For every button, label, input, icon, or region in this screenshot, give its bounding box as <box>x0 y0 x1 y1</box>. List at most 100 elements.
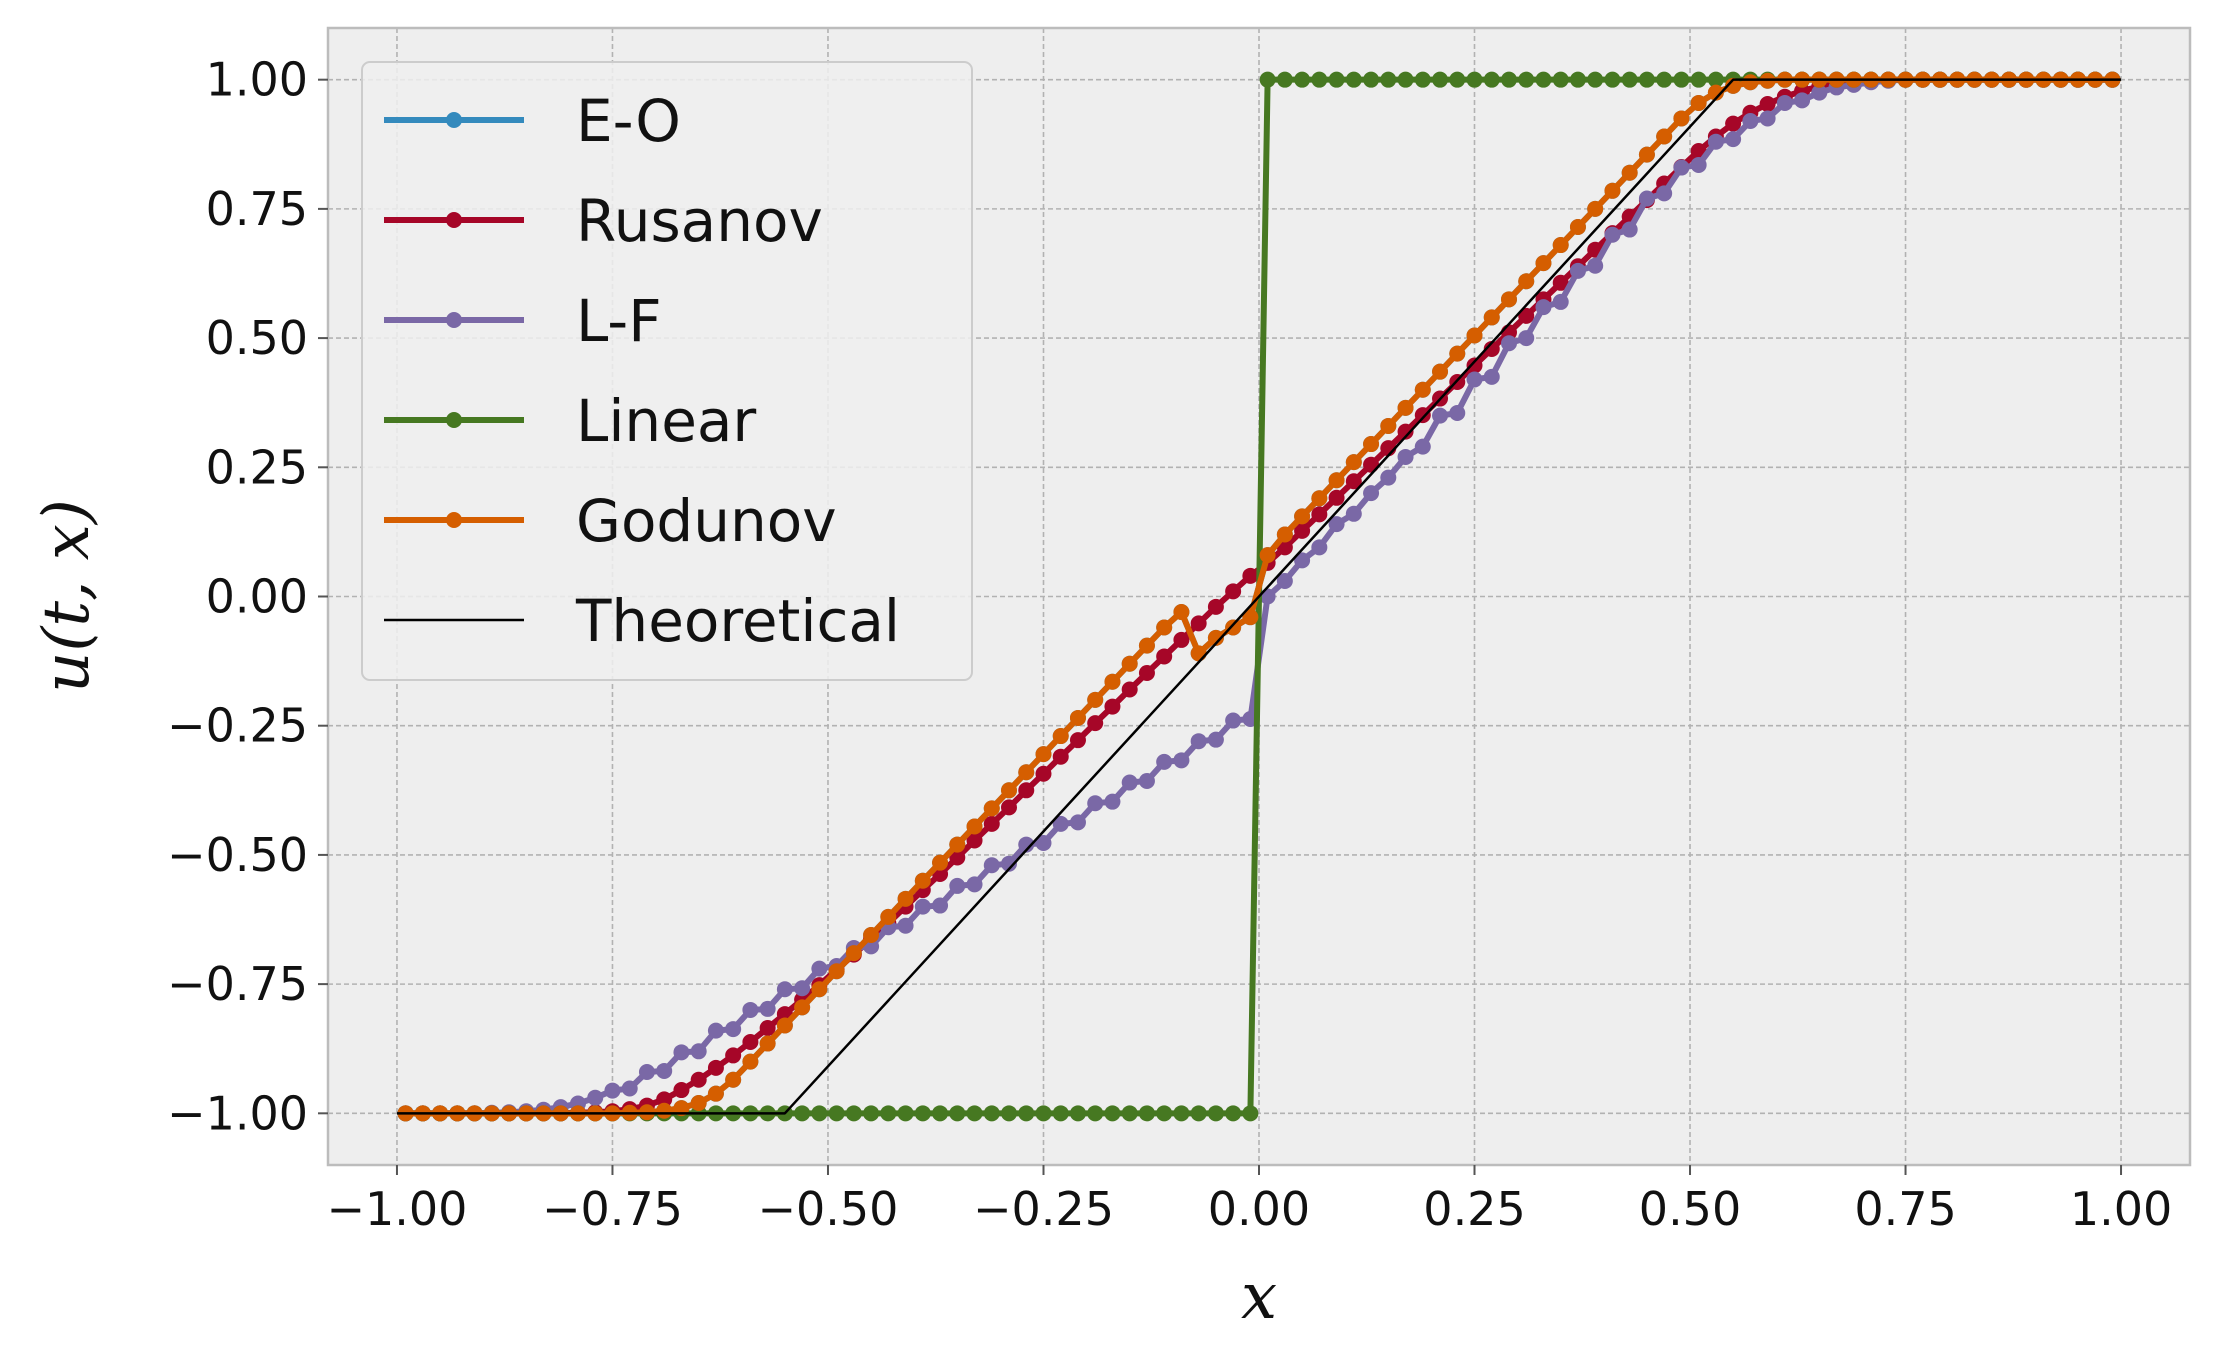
data-point-l-f <box>1156 753 1173 770</box>
data-point-godunov <box>776 1017 793 1034</box>
data-point-l-f <box>690 1043 707 1060</box>
data-point-l-f <box>966 876 983 893</box>
data-point-l-f <box>1001 855 1018 872</box>
data-point-l-f <box>707 1022 724 1039</box>
data-point-l-f <box>742 1001 759 1018</box>
data-point-linear <box>1242 1105 1259 1122</box>
data-point-godunov <box>1414 381 1431 398</box>
data-point-rusanov <box>1190 615 1207 632</box>
x-tick-label: −0.75 <box>542 1182 683 1236</box>
data-point-godunov <box>1380 417 1397 434</box>
data-point-l-f <box>1500 335 1517 352</box>
data-point-godunov <box>1725 77 1742 94</box>
data-point-linear <box>1018 1105 1035 1122</box>
data-point-linear <box>1656 71 1673 88</box>
data-point-godunov <box>1500 291 1517 308</box>
data-point-l-f <box>1225 712 1242 729</box>
data-point-linear <box>1173 1105 1190 1122</box>
data-point-godunov <box>897 890 914 907</box>
data-point-godunov <box>1190 645 1207 662</box>
data-point-godunov <box>1052 728 1069 745</box>
x-tick-label: 0.25 <box>1423 1182 1525 1236</box>
data-point-linear <box>1414 71 1431 88</box>
data-point-rusanov <box>1466 357 1483 374</box>
data-point-godunov <box>1449 345 1466 362</box>
legend-item-l-f: L-F <box>384 287 662 355</box>
x-tick-label: 1.00 <box>2070 1182 2172 1236</box>
data-point-rusanov <box>1207 598 1224 615</box>
legend-marker <box>446 212 462 228</box>
data-point-linear <box>1380 71 1397 88</box>
y-tick-label: 0.50 <box>206 311 308 365</box>
data-point-rusanov <box>656 1091 673 1108</box>
data-point-l-f <box>1518 330 1535 347</box>
data-point-godunov <box>1276 526 1293 543</box>
data-point-godunov <box>949 836 966 853</box>
data-point-linear <box>1311 71 1328 88</box>
data-point-linear <box>1294 71 1311 88</box>
data-point-l-f <box>1759 110 1776 127</box>
legend-marker <box>446 512 462 528</box>
legend-label: E-O <box>576 87 681 155</box>
data-point-linear <box>828 1105 845 1122</box>
data-point-rusanov <box>690 1071 707 1088</box>
data-point-linear <box>914 1105 931 1122</box>
data-point-linear <box>1621 71 1638 88</box>
data-point-linear <box>1673 71 1690 88</box>
data-point-rusanov <box>1397 423 1414 440</box>
data-point-godunov <box>863 927 880 944</box>
data-point-linear <box>1397 71 1414 88</box>
data-point-linear <box>1138 1105 1155 1122</box>
data-point-godunov <box>1518 273 1535 290</box>
data-point-l-f <box>1794 92 1811 109</box>
data-point-l-f <box>1087 795 1104 812</box>
data-point-rusanov <box>1001 799 1018 816</box>
data-point-l-f <box>1569 262 1586 279</box>
data-point-rusanov <box>673 1082 690 1099</box>
data-point-l-f <box>1207 731 1224 748</box>
data-point-l-f <box>1018 836 1035 853</box>
data-point-godunov <box>1259 547 1276 564</box>
data-point-godunov <box>1552 237 1569 254</box>
data-point-godunov <box>1638 146 1655 163</box>
data-point-linear <box>1363 71 1380 88</box>
data-point-l-f <box>1673 159 1690 176</box>
data-point-godunov <box>1018 764 1035 781</box>
legend-label: Theoretical <box>575 587 900 655</box>
data-point-godunov <box>725 1071 742 1088</box>
data-point-godunov <box>845 945 862 962</box>
data-point-l-f <box>1363 485 1380 502</box>
data-point-l-f <box>587 1089 604 1106</box>
data-point-rusanov <box>966 832 983 849</box>
data-point-linear <box>845 1105 862 1122</box>
data-point-linear <box>949 1105 966 1122</box>
data-point-godunov <box>1121 655 1138 672</box>
data-point-godunov <box>1156 619 1173 636</box>
x-axis-label: x <box>1241 1260 1277 1334</box>
y-axis-label: u(t, x) <box>30 499 104 693</box>
data-point-linear <box>983 1105 1000 1122</box>
data-point-l-f <box>1380 469 1397 486</box>
data-point-rusanov <box>1035 765 1052 782</box>
data-point-l-f <box>1690 156 1707 173</box>
data-point-rusanov <box>949 849 966 866</box>
series-theoretical <box>396 78 2122 1115</box>
data-point-rusanov <box>1725 115 1742 132</box>
data-point-godunov <box>1587 200 1604 217</box>
data-point-godunov <box>966 818 983 835</box>
x-tick-label: −1.00 <box>326 1182 467 1236</box>
data-point-l-f <box>1656 185 1673 202</box>
data-point-godunov <box>932 854 949 871</box>
data-point-rusanov <box>1087 715 1104 732</box>
data-point-l-f <box>1138 773 1155 789</box>
data-point-l-f <box>1328 516 1345 533</box>
data-point-linear <box>1345 71 1362 88</box>
data-point-godunov <box>1225 619 1242 636</box>
data-point-l-f <box>1035 835 1052 852</box>
data-point-godunov <box>1242 609 1259 626</box>
data-point-l-f <box>1776 94 1793 111</box>
legend-label: Rusanov <box>576 187 823 255</box>
data-point-l-f <box>1104 793 1121 810</box>
data-point-linear <box>1190 1105 1207 1122</box>
data-point-linear <box>897 1105 914 1122</box>
